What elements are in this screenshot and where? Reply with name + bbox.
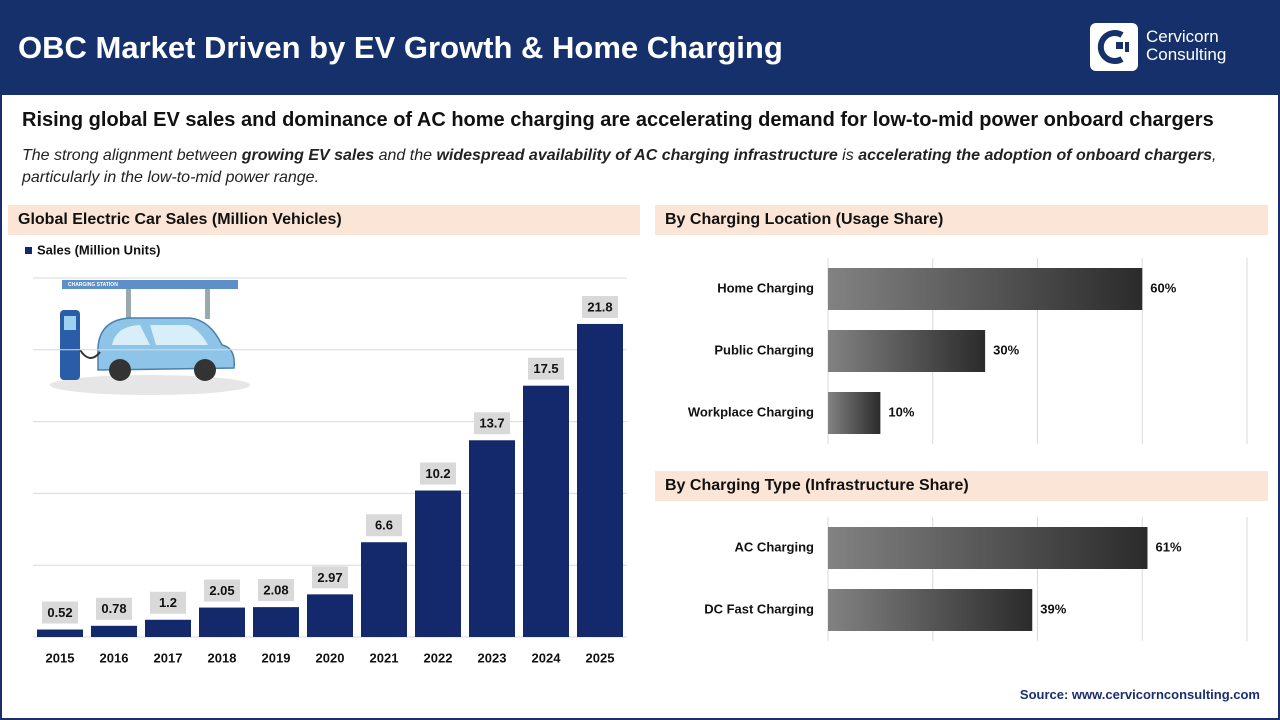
- legend-label: Sales (Million Units): [37, 242, 161, 257]
- description-segment: , particularly in the low-to-mid power r…: [22, 147, 1217, 186]
- value-label: 6.6: [375, 518, 393, 533]
- value-label: 0.78: [101, 601, 126, 616]
- y-tick-label: Public Charging: [714, 342, 814, 357]
- value-label: 30%: [993, 342, 1019, 357]
- x-tick-label: 2022: [424, 650, 453, 665]
- bar: [828, 527, 1148, 569]
- panel-header: [8, 205, 640, 235]
- title: OBC Market Driven by EV Growth & Home Ch…: [18, 30, 783, 65]
- value-label-box: [150, 591, 186, 614]
- pillar: [126, 289, 131, 329]
- source: Source: www.cervicornconsulting.com: [1019, 687, 1260, 702]
- x-tick-label: 2018: [208, 650, 237, 665]
- value-label: 10.2: [425, 466, 450, 481]
- illustration: CHARGING STATION: [50, 280, 250, 395]
- cable: [79, 349, 101, 359]
- value-label-box: [528, 357, 564, 380]
- header: OBC Market Driven by EV Growth & Home Ch…: [0, 0, 1280, 95]
- y-tick-label: AC Charging: [735, 539, 815, 554]
- bar: [253, 607, 299, 637]
- logo-bar: [1125, 42, 1129, 52]
- x-tick-label: 2015: [46, 650, 75, 665]
- wheel: [109, 359, 131, 381]
- bar: [828, 392, 881, 434]
- x-tick-label: 2020: [316, 650, 345, 665]
- logo-icon: [1097, 30, 1129, 64]
- value-label: 2.97: [317, 570, 342, 585]
- value-label-box: [312, 566, 348, 589]
- legend-swatch: [25, 247, 32, 254]
- bar: [469, 440, 515, 637]
- description-segment: accelerating the adoption of onboard cha…: [858, 147, 1213, 164]
- value-label-box: [420, 462, 456, 485]
- bar: [828, 589, 1033, 631]
- brand: Cervicorn: [1146, 27, 1219, 46]
- shadow: [50, 375, 250, 395]
- chart-title: By Charging Location (Usage Share): [665, 211, 943, 228]
- value-label-box: [42, 601, 78, 624]
- logo-square: [1116, 42, 1123, 49]
- value-label: 10%: [888, 404, 914, 419]
- panel-header: [655, 471, 1268, 501]
- chart-title: By Charging Type (Infrastructure Share): [665, 477, 969, 494]
- y-tick-label: Workplace Charging: [688, 404, 814, 419]
- description-segment: The strong alignment between: [22, 147, 242, 164]
- logo: [1090, 23, 1138, 71]
- bar: [37, 629, 83, 637]
- wheel: [194, 359, 216, 381]
- bar: [91, 625, 137, 637]
- description-segment: is: [837, 147, 859, 164]
- value-label: 39%: [1040, 601, 1066, 616]
- value-label: 2.05: [209, 583, 234, 598]
- value-label: 0.52: [47, 605, 72, 620]
- bar: [361, 542, 407, 637]
- value-label-box: [204, 579, 240, 602]
- bar: [145, 619, 191, 637]
- x-tick-label: 2017: [154, 650, 183, 665]
- x-tick-label: 2023: [478, 650, 507, 665]
- value-label-box: [258, 579, 294, 602]
- value-label: 21.8: [587, 299, 612, 314]
- x-tick-label: 2019: [262, 650, 291, 665]
- value-label: 13.7: [479, 416, 504, 431]
- chart-title: Global Electric Car Sales (Million Vehic…: [18, 211, 342, 228]
- pillar: [205, 289, 210, 319]
- headline: Rising global EV sales and dominance of …: [22, 109, 1214, 131]
- value-label: 61%: [1155, 539, 1181, 554]
- x-tick-label: 2016: [100, 650, 129, 665]
- x-tick-label: 2021: [370, 650, 399, 665]
- charger-screen: [64, 316, 76, 330]
- canopy: [62, 280, 238, 289]
- value-label: 1.2: [159, 595, 177, 610]
- bar: [828, 330, 986, 372]
- value-label: 2.08: [263, 583, 288, 598]
- brand: Consulting: [1146, 45, 1227, 64]
- bar: [199, 607, 245, 637]
- bar: [415, 490, 461, 637]
- value-label-box: [474, 412, 510, 435]
- description-segment: and the: [374, 147, 437, 164]
- bar: [523, 385, 569, 637]
- y-tick-label: DC Fast Charging: [704, 601, 814, 616]
- value-label-box: [582, 295, 618, 318]
- panel-header: [655, 205, 1268, 235]
- value-label: 17.5: [533, 361, 558, 376]
- bar: [307, 594, 353, 637]
- description: The strong alignment between growing EV …: [22, 145, 1262, 189]
- logo-c: [1097, 30, 1124, 64]
- value-label-box: [96, 597, 132, 620]
- car-window: [112, 325, 208, 345]
- x-tick-label: 2025: [586, 650, 615, 665]
- value-label: 60%: [1150, 280, 1176, 295]
- y-tick-label: Home Charging: [717, 280, 814, 295]
- description-segment: widespread availability of AC charging i…: [436, 147, 838, 164]
- x-tick-label: 2024: [532, 650, 562, 665]
- bar: [577, 323, 623, 637]
- value-label-box: [366, 514, 402, 537]
- description-segment: growing EV sales: [241, 147, 375, 164]
- bar: [828, 268, 1143, 310]
- illustration-label: CHARGING STATION: [68, 282, 118, 288]
